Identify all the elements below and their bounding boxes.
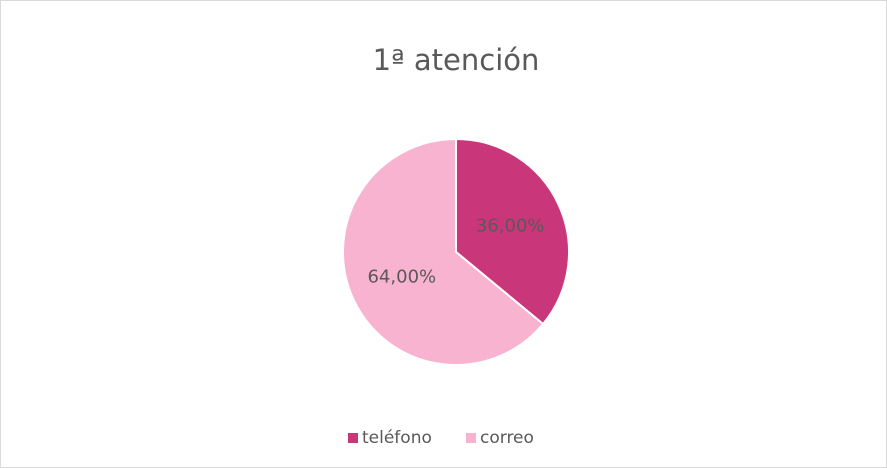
legend-swatch (348, 433, 358, 443)
legend-label: teléfono (362, 428, 432, 448)
chart-title: 1ª atención (373, 43, 540, 77)
legend-swatch (466, 433, 476, 443)
data-label: 36,00% (476, 216, 545, 237)
pie-slice (455, 137, 570, 326)
pie-slice (342, 137, 545, 366)
legend-label: correo (480, 428, 534, 448)
data-label: 64,00% (367, 266, 436, 287)
